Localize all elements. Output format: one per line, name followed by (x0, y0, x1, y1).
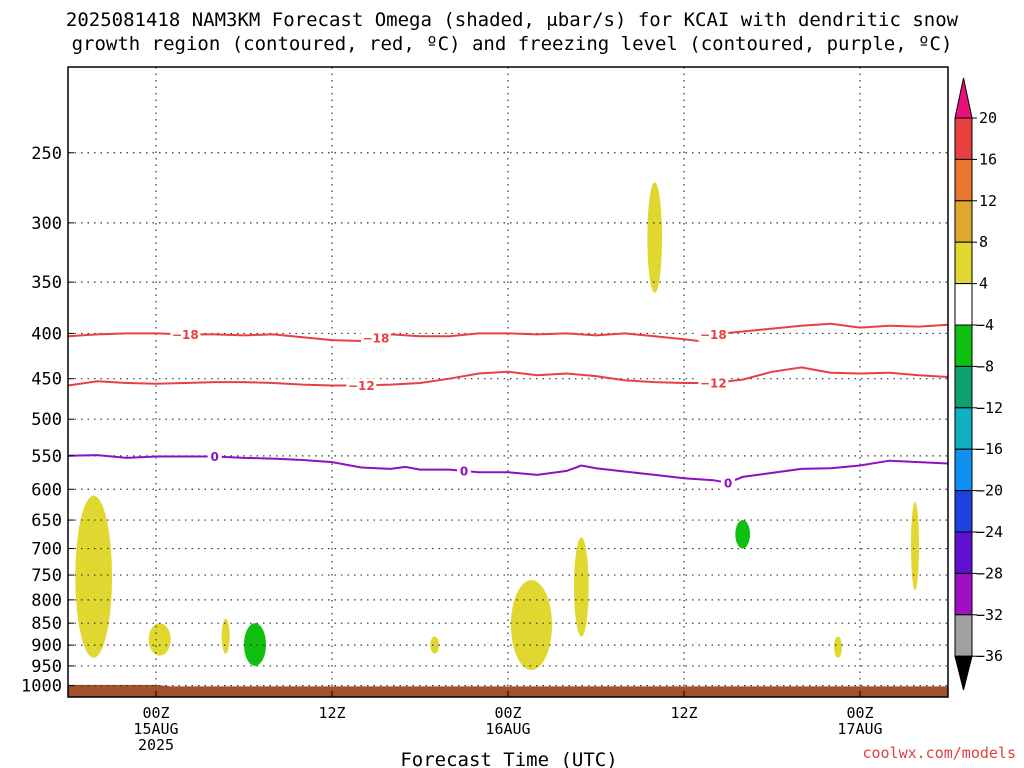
colorbar-segment (954, 407, 973, 450)
colorbar-label: −16 (976, 440, 1003, 458)
y-tick-label: 700 (31, 540, 62, 560)
colorbar-label: 16 (979, 150, 997, 168)
contour-label-bg (721, 475, 735, 490)
colorbar-label: 8 (979, 233, 988, 251)
y-tick-label: 350 (31, 273, 62, 293)
x-axis-label: Forecast Time (UTC) (400, 749, 617, 768)
omega-blob (574, 537, 589, 637)
colorbar-label: −4 (976, 316, 994, 334)
colorbar-segment (954, 283, 973, 326)
contour-label: 0 (210, 450, 218, 464)
y-tick-label: 450 (31, 370, 62, 390)
contour-label-bg (346, 378, 377, 393)
omega-blob (221, 618, 230, 654)
x-tick-label: 12Z (318, 704, 345, 722)
contour-line (67, 454, 949, 484)
colorbar-label: −28 (976, 564, 1003, 582)
contour-label: 0 (460, 464, 468, 478)
colorbar-segment (954, 117, 973, 160)
y-tick-label: 800 (31, 591, 62, 611)
y-tick-label: 500 (31, 410, 62, 430)
grid-lines (68, 67, 948, 697)
y-tick-label: 750 (31, 566, 62, 586)
y-tick-label: 600 (31, 480, 62, 500)
x-tick-label: 00Z (494, 704, 521, 722)
colorbar-segment (954, 365, 973, 409)
colorbar: 20 16 12 8 4 −4 −8 −12 −16 −20 −24 −28 −32 −36 (954, 77, 1003, 691)
y-tick-label: 400 (31, 324, 62, 344)
terrain-shape (68, 684, 948, 697)
x-tick-label: 16AUG (485, 720, 530, 738)
omega-blob (735, 520, 751, 549)
colorbar-segment (954, 324, 973, 367)
contour-label-bg (457, 463, 471, 478)
contour-label: −18 (363, 332, 390, 346)
colorbar-segment (954, 531, 973, 574)
contour-label: −12 (700, 376, 727, 390)
contour-label-bg (207, 449, 222, 464)
contour-label: −18 (700, 328, 727, 342)
colorbar-segment (954, 572, 973, 616)
colorbar-top-arrow (954, 77, 973, 119)
colorbar-segment (954, 448, 973, 492)
colorbar-label: 12 (979, 192, 997, 210)
colorbar-segment (954, 614, 973, 657)
contour-label-bg (361, 331, 391, 346)
x-tick-label: 00Z (142, 704, 169, 722)
colorbar-segment (954, 490, 973, 533)
y-tick-label: 900 (31, 636, 62, 656)
colorbar-label: −8 (976, 357, 994, 375)
contour-label-bg (170, 327, 201, 342)
colorbar-label: 20 (979, 109, 997, 127)
omega-blob (834, 636, 842, 658)
omega-blob (430, 636, 440, 654)
omega-blob (911, 501, 919, 591)
colorbar-bottom-arrow (954, 655, 973, 691)
contour-label: 0 (724, 476, 732, 490)
omega-blob (148, 623, 171, 656)
y-tick-label: 950 (31, 657, 62, 677)
colorbar-label: −12 (976, 399, 1003, 417)
terrain-fill (68, 684, 948, 697)
credit-text[interactable]: coolwx.com/models (862, 744, 1016, 762)
colorbar-label: −32 (976, 606, 1003, 624)
omega-blob (75, 495, 112, 658)
omega-shading (75, 182, 919, 670)
y-tick-label: 650 (31, 511, 62, 531)
x-tick-label: 15AUG (133, 720, 178, 738)
colorbar-label: 4 (979, 275, 988, 293)
y-tick-label: 250 (31, 144, 62, 164)
omega-blob (647, 182, 663, 293)
colorbar-label: −36 (976, 647, 1003, 665)
contour-label-bg (698, 327, 729, 342)
contour-line (67, 322, 949, 343)
x-tick-label: 17AUG (837, 720, 882, 738)
contour-label: −12 (348, 379, 375, 393)
contour-lines: −18 −18 −18 −12 −12 0 0 0 (67, 322, 949, 490)
colorbar-segment (954, 158, 973, 202)
x-tick-label: 00Z (846, 704, 873, 722)
colorbar-segment (954, 241, 973, 285)
omega-blob (510, 580, 552, 670)
y-tick-label: 1000 (21, 677, 62, 697)
y-tick-label: 300 (31, 214, 62, 234)
contour-label: −18 (172, 328, 199, 342)
chart-title-line1: 2025081418 NAM3KM Forecast Omega (shaded… (65, 9, 959, 31)
contour-line (67, 366, 949, 387)
x-tick-label: 12Z (670, 704, 697, 722)
contour-label-bg (698, 375, 729, 390)
y-tick-label: 850 (31, 614, 62, 634)
chart-title-line2: growth region (contoured, red, ºC) and f… (71, 33, 953, 55)
colorbar-label: −20 (976, 482, 1003, 500)
x-tick-label: 2025 (138, 736, 174, 754)
colorbar-label: −24 (976, 523, 1003, 541)
omega-blob (244, 623, 266, 666)
colorbar-segment (954, 200, 973, 243)
y-tick-label: 550 (31, 447, 62, 467)
axes: 2503003504004505005506006507007508008509… (21, 66, 949, 754)
